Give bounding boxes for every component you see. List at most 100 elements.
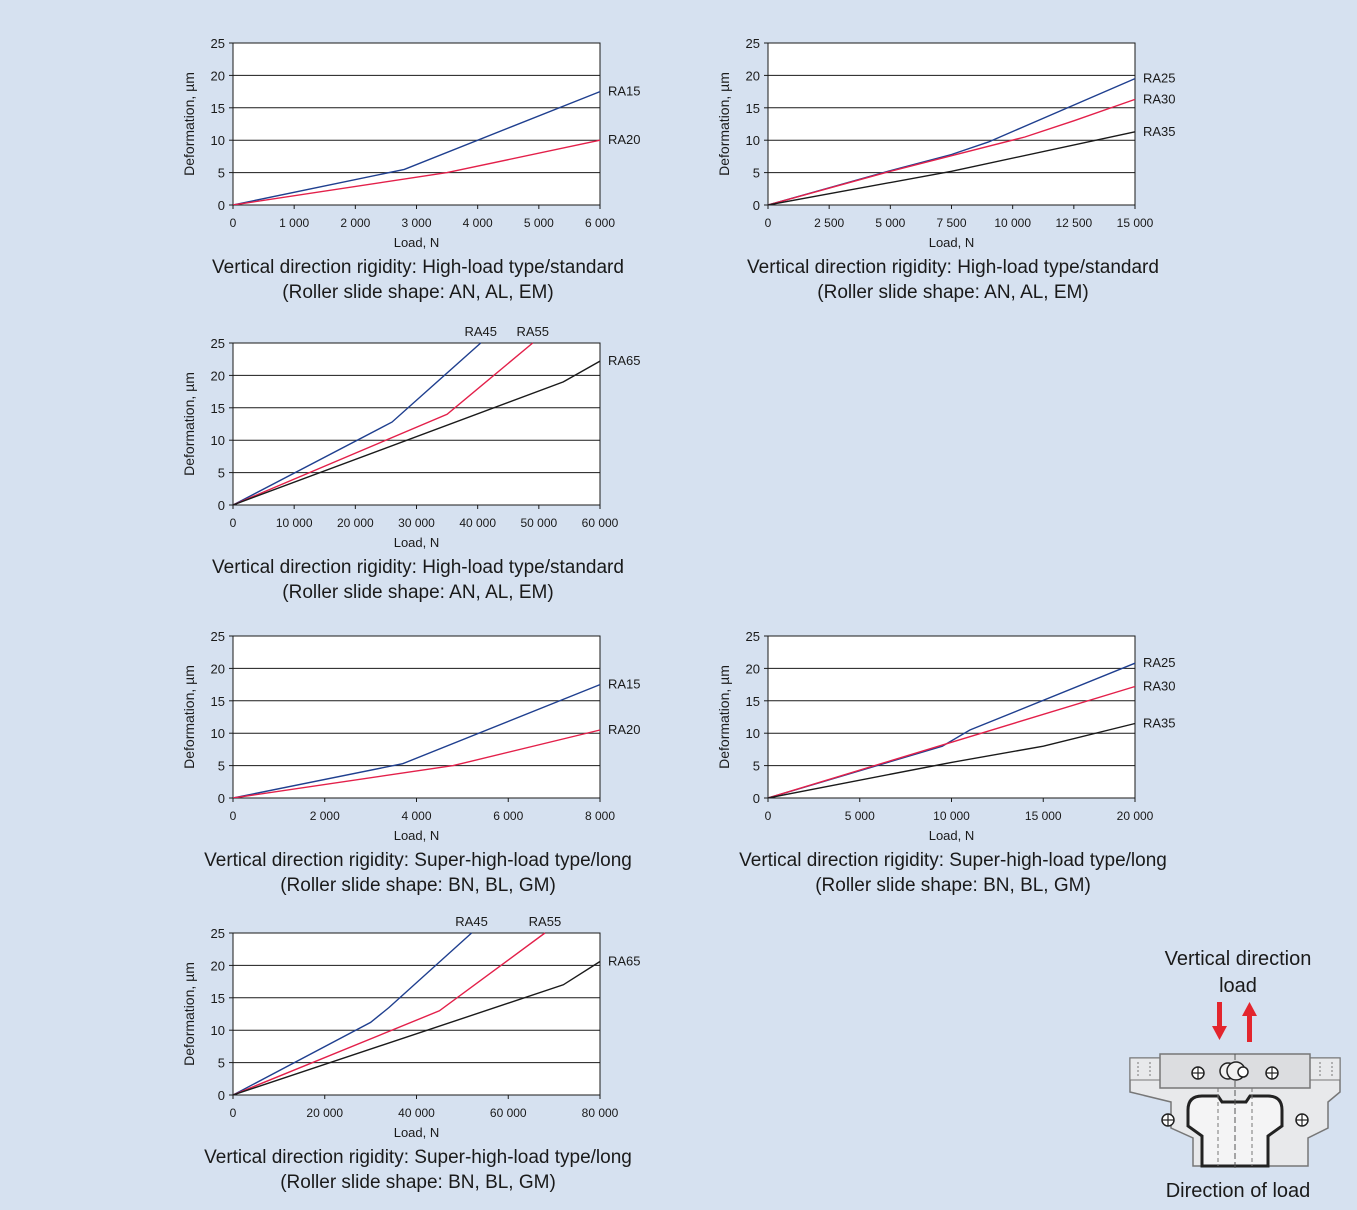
up-arrow-icon	[1242, 1002, 1257, 1042]
y-axis-label: Deformation, µm	[181, 962, 197, 1066]
series-label-ra45: RA45	[455, 914, 488, 929]
x-tick-label: 60 000	[490, 1106, 527, 1120]
series-line-ra55	[233, 342, 534, 505]
x-tick-label: 40 000	[398, 1106, 435, 1120]
y-axis-label: Deformation, µm	[181, 372, 197, 476]
series-line-ra35	[768, 131, 1136, 205]
series-line-ra45	[233, 342, 482, 505]
series-line-ra15	[233, 90, 601, 205]
series-label-ra15: RA15	[608, 84, 641, 99]
y-tick-label: 15	[211, 694, 225, 709]
x-tick-label: 3 000	[401, 216, 431, 230]
series-label-ra15: RA15	[608, 677, 641, 692]
y-axis-label: Deformation, µm	[181, 72, 197, 176]
series-line-ra45	[233, 932, 473, 1095]
y-tick-label: 5	[218, 759, 225, 774]
chart-caption-line: Vertical direction rigidity: High-load t…	[212, 257, 624, 278]
x-axis-label: Load, N	[394, 828, 440, 843]
x-tick-label: 8 000	[585, 809, 615, 823]
diagram-footer: Direction of load	[1165, 1180, 1311, 1202]
series-label-ra55: RA55	[529, 914, 562, 929]
chart-svg: 0 5 10 15 20 25 0 10 000 20 000 30 000 40 000 50 00…	[181, 324, 641, 550]
series-line-ra15	[233, 683, 601, 798]
chart-panel-4: 0 5 10 15 20 25 0 2 000 4 000 6 000 8 000 Load, N De…	[180, 623, 680, 903]
chart-panel-1: 0 5 10 15 20 25 0 1 000 2 000 3 000 4 000 5 000 6 00…	[180, 30, 680, 310]
x-tick-label: 20 000	[1117, 809, 1154, 823]
diagram-title-line2: load	[1219, 975, 1257, 997]
plot-area	[232, 932, 601, 1096]
bolt-icon	[1161, 1066, 1309, 1127]
chart-caption: Vertical direction rigidity: High-load t…	[673, 255, 1233, 305]
chart-svg: 0 5 10 15 20 25 0 20 000 40 000 60 000 80 000 Load,…	[181, 914, 641, 1140]
series-line-ra30	[768, 98, 1136, 205]
y-tick-label: 10	[211, 1023, 225, 1038]
chart-caption-line: (Roller slide shape: AN, AL, EM)	[282, 282, 554, 303]
x-tick-label: 0	[230, 516, 237, 530]
x-tick-label: 4 000	[401, 809, 431, 823]
chart-caption: Vertical direction rigidity: Super-high-…	[673, 848, 1233, 898]
chart-caption: Vertical direction rigidity: High-load t…	[138, 555, 698, 605]
x-axis-label: Load, N	[929, 235, 975, 250]
series-label-ra30: RA30	[1143, 91, 1176, 106]
x-tick-label: 0	[230, 216, 237, 230]
y-tick-label: 0	[218, 791, 225, 806]
series-line-ra55	[233, 932, 546, 1095]
y-tick-label: 0	[218, 1088, 225, 1103]
y-tick-label: 5	[218, 1056, 225, 1071]
chart-caption: Vertical direction rigidity: Super-high-…	[138, 848, 698, 898]
y-tick-label: 25	[746, 629, 760, 644]
x-tick-label: 50 000	[520, 516, 557, 530]
x-tick-label: 5 000	[524, 216, 554, 230]
x-tick-label: 0	[765, 216, 772, 230]
x-tick-label: 1 000	[279, 216, 309, 230]
series-label-ra25: RA25	[1143, 71, 1176, 86]
y-tick-label: 5	[218, 466, 225, 481]
y-tick-label: 5	[753, 166, 760, 181]
x-tick-label: 30 000	[398, 516, 435, 530]
y-tick-label: 20	[746, 661, 760, 676]
down-arrow-icon	[1212, 1002, 1227, 1040]
chart-panel-3: 0 5 10 15 20 25 0 10 000 20 000 30 000 40 000 50 00…	[180, 324, 680, 610]
y-tick-label: 25	[211, 629, 225, 644]
x-tick-label: 0	[230, 809, 237, 823]
diagram-title-line1: Vertical direction	[1164, 948, 1312, 970]
series-label-ra55: RA55	[516, 324, 549, 339]
series-line-ra65	[233, 360, 601, 505]
chart-panel-6: 0 5 10 15 20 25 0 20 000 40 000 60 000 80 000 Load,…	[180, 914, 680, 1200]
plot-area	[232, 42, 601, 206]
y-tick-label: 15	[746, 101, 760, 116]
y-tick-label: 20	[746, 68, 760, 83]
y-tick-label: 10	[211, 726, 225, 741]
y-tick-label: 5	[753, 759, 760, 774]
series-label-ra45: RA45	[464, 324, 497, 339]
x-tick-label: 5 000	[845, 809, 875, 823]
x-tick-label: 15 000	[1025, 809, 1062, 823]
series-label-ra30: RA30	[1143, 679, 1176, 694]
y-tick-label: 15	[211, 101, 225, 116]
y-tick-label: 10	[211, 133, 225, 148]
series-label-ra65: RA65	[608, 353, 641, 368]
x-axis-label: Load, N	[929, 828, 975, 843]
y-tick-label: 0	[218, 198, 225, 213]
series-label-ra20: RA20	[608, 132, 641, 147]
load-direction-diagram: Vertical direction load	[1118, 940, 1357, 1210]
series-label-ra35: RA35	[1143, 715, 1176, 730]
x-tick-label: 15 000	[1117, 216, 1154, 230]
y-tick-label: 0	[753, 791, 760, 806]
y-axis-label: Deformation, µm	[716, 72, 732, 176]
x-tick-label: 4 000	[463, 216, 493, 230]
x-tick-label: 5 000	[875, 216, 905, 230]
y-tick-label: 0	[218, 498, 225, 513]
chart-caption-line: Vertical direction rigidity: High-load t…	[212, 557, 624, 578]
chart-svg: 0 5 10 15 20 25 0 5 000 10 000 15 000 20 000 Load, …	[716, 629, 1176, 843]
x-tick-label: 6 000	[493, 809, 523, 823]
x-axis-label: Load, N	[394, 1125, 440, 1140]
x-tick-label: 12 500	[1055, 216, 1092, 230]
series-line-ra20	[233, 729, 601, 798]
plot-area	[767, 635, 1136, 799]
chart-caption-line: Vertical direction rigidity: Super-high-…	[204, 1147, 632, 1168]
y-tick-label: 15	[746, 694, 760, 709]
y-tick-label: 10	[211, 433, 225, 448]
x-tick-label: 2 000	[310, 809, 340, 823]
x-tick-label: 7 500	[936, 216, 966, 230]
